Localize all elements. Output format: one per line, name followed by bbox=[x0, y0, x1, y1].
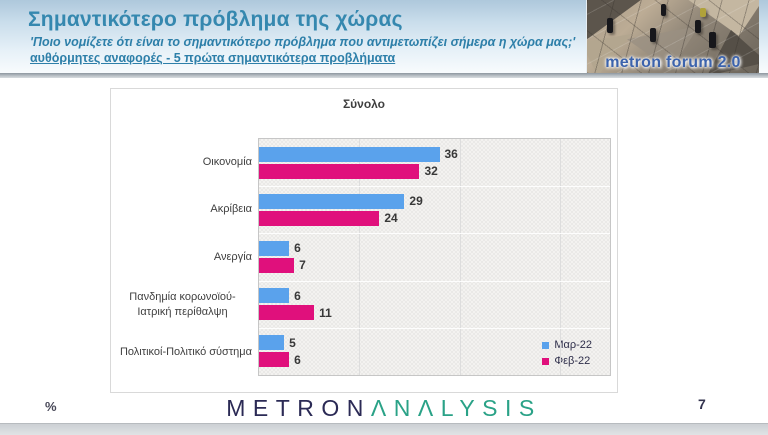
metron-forum-logo-text: metron forum 2.0 bbox=[605, 54, 741, 71]
bar-line: 6 bbox=[259, 240, 610, 256]
row-separator bbox=[259, 186, 610, 188]
metron-forum-photo: metron forum 2.0 bbox=[586, 0, 759, 73]
bar bbox=[259, 146, 440, 162]
slide-subtitle: 'Ποιο νομίζετε ότι είναι το σημαντικότερ… bbox=[30, 35, 576, 49]
bar-value: 32 bbox=[424, 164, 438, 179]
header-divider bbox=[0, 73, 768, 78]
bar bbox=[259, 352, 290, 368]
bar-line: 7 bbox=[259, 257, 610, 273]
gridline bbox=[459, 139, 461, 375]
legend-label: Φεβ-22 bbox=[554, 355, 591, 367]
slide-note: αυθόρμητες αναφορές - 5 πρώτα σημαντικότ… bbox=[30, 51, 396, 65]
bottom-strip bbox=[0, 423, 768, 435]
legend-swatch bbox=[542, 341, 550, 349]
bar-line: 6 bbox=[259, 352, 610, 368]
bar bbox=[259, 257, 295, 273]
bar bbox=[259, 193, 405, 209]
chart-legend: Μαρ-22 Φεβ-22 bbox=[542, 339, 592, 367]
bar-value: 5 bbox=[289, 335, 296, 350]
row-separator bbox=[259, 327, 610, 329]
photo-person bbox=[709, 32, 716, 48]
row-separator bbox=[259, 233, 610, 235]
legend-item: Φεβ-22 bbox=[542, 355, 592, 367]
photo-person bbox=[607, 18, 613, 33]
category-label: Πολιτικοί-Πολιτικό σύστημα bbox=[113, 328, 252, 376]
category-label: Πανδημία κορωνοϊού-Ιατρική περίθαλψη bbox=[113, 281, 252, 329]
bar-row: 6 11 bbox=[259, 281, 610, 328]
bar-line: 32 bbox=[259, 163, 610, 179]
bar-row: 29 24 bbox=[259, 186, 610, 233]
photo-mosaic-joints bbox=[587, 0, 759, 73]
gridline bbox=[559, 139, 561, 375]
bar-line: 6 bbox=[259, 288, 610, 304]
category-label-text: Ακρίβεια bbox=[210, 203, 252, 216]
logo-analysis-text: ΛNΛLYSIS bbox=[370, 395, 542, 421]
category-label: Ακρίβεια bbox=[113, 186, 252, 234]
category-label: Οικονομία bbox=[113, 138, 252, 186]
bar bbox=[259, 288, 290, 304]
page-number: 7 bbox=[698, 396, 706, 412]
bar bbox=[259, 240, 290, 256]
logo-metron-text: METRON bbox=[226, 395, 371, 421]
bar-line: 5 bbox=[259, 335, 610, 351]
gridline bbox=[359, 139, 361, 375]
bar-value: 24 bbox=[384, 211, 398, 226]
bar-line: 11 bbox=[259, 305, 610, 321]
percent-label: % bbox=[45, 399, 57, 414]
bar-value: 29 bbox=[409, 194, 423, 209]
photo-person bbox=[650, 28, 656, 42]
bar bbox=[259, 210, 380, 226]
photo-person bbox=[695, 20, 701, 33]
category-label-text: Πανδημία κορωνοϊού-Ιατρική περίθαλψη bbox=[129, 291, 236, 318]
slide-title: Σημαντικότερο πρόβλημα της χώρας bbox=[28, 8, 403, 31]
category-label-text: Ανεργία bbox=[213, 250, 252, 263]
bar bbox=[259, 335, 285, 351]
bar-value: 6 bbox=[294, 241, 301, 256]
bar bbox=[259, 305, 315, 321]
legend-swatch bbox=[542, 357, 550, 365]
bar bbox=[259, 163, 420, 179]
category-label-text: Οικονομία bbox=[202, 155, 252, 168]
bar-value: 6 bbox=[294, 288, 301, 303]
plot-area: Μαρ-22 Φεβ-22 36 32 29 24 6 7 6 11 5 6 bbox=[258, 138, 611, 376]
bar-value: 6 bbox=[294, 352, 301, 367]
legend-label: Μαρ-22 bbox=[554, 339, 592, 351]
chart-container: Σύνολο Οικονομία Ακρίβεια Ανεργία Πανδημία … bbox=[110, 88, 618, 393]
row-separator bbox=[259, 280, 610, 282]
legend-item: Μαρ-22 bbox=[542, 339, 592, 351]
bar-value: 7 bbox=[299, 258, 306, 273]
bar-row: 36 32 bbox=[259, 139, 610, 186]
bar-value: 11 bbox=[319, 305, 332, 320]
chart-title: Σύνολο bbox=[342, 97, 386, 111]
category-label: Ανεργία bbox=[113, 233, 252, 281]
bar-line: 36 bbox=[259, 146, 610, 162]
photo-person bbox=[661, 4, 666, 16]
bar-line: 29 bbox=[259, 193, 610, 209]
bar-value: 36 bbox=[444, 147, 458, 162]
category-labels: Οικονομία Ακρίβεια Ανεργία Πανδημία κορωνοϊ… bbox=[113, 138, 254, 376]
category-label-text: Πολιτικοί-Πολιτικό σύστημα bbox=[119, 346, 252, 359]
metron-analysis-logo: METRONΛNΛLYSIS bbox=[0, 395, 768, 422]
bar-line: 24 bbox=[259, 210, 610, 226]
photo-person bbox=[700, 8, 706, 17]
